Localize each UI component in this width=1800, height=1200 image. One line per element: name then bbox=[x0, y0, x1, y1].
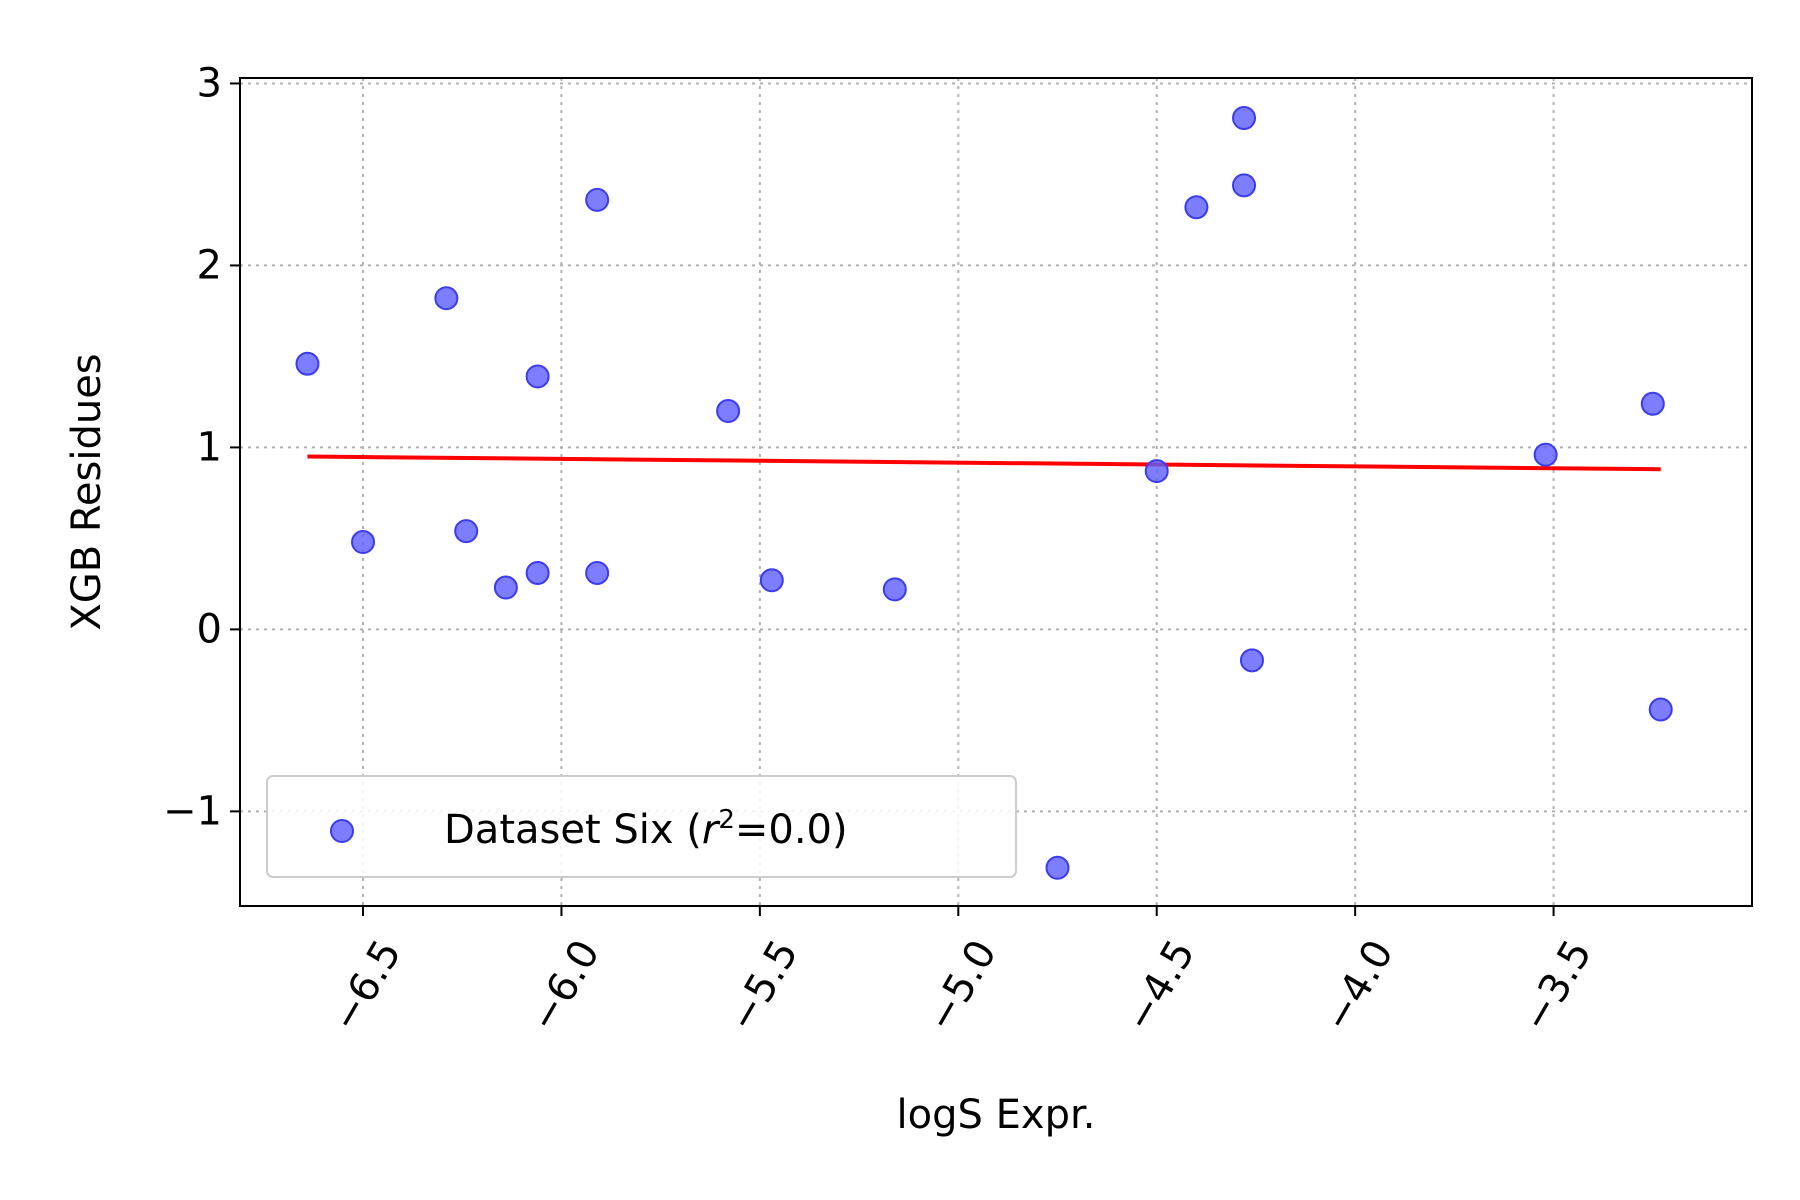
legend-label-suffix: =0.0) bbox=[735, 807, 848, 853]
legend-box bbox=[266, 775, 1017, 878]
data-point bbox=[434, 286, 459, 311]
y-axis-ticks: −1 0 1 2 3 bbox=[163, 60, 240, 834]
x-axis-label: logS Expr. bbox=[897, 1092, 1096, 1138]
y-tick-label: −1 bbox=[163, 788, 222, 834]
data-point bbox=[1184, 195, 1209, 220]
legend-label-sup: 2 bbox=[718, 805, 735, 835]
data-point bbox=[525, 364, 550, 389]
data-point bbox=[1533, 442, 1558, 467]
legend-label: Dataset Six (r2=0.0) bbox=[444, 805, 848, 853]
x-tick-label: −6.5 bbox=[322, 932, 410, 1039]
grid bbox=[240, 78, 1752, 906]
data-point bbox=[295, 351, 320, 376]
data-point bbox=[759, 568, 784, 593]
data-point bbox=[716, 399, 741, 424]
data-point bbox=[1640, 391, 1665, 416]
data-point bbox=[1239, 648, 1264, 673]
x-tick-label: −6.0 bbox=[521, 932, 609, 1039]
y-tick-label: 2 bbox=[197, 242, 222, 288]
fit-line-group bbox=[307, 454, 1661, 472]
data-point bbox=[1232, 106, 1257, 131]
data-point bbox=[1648, 697, 1673, 722]
fit-line bbox=[307, 454, 1661, 472]
x-tick-label: −5.0 bbox=[917, 932, 1005, 1039]
legend-marker bbox=[330, 819, 354, 843]
data-points bbox=[295, 106, 1673, 880]
y-tick-label: 0 bbox=[197, 606, 222, 652]
legend-label-prefix: Dataset Six ( bbox=[444, 807, 702, 853]
x-tick-label: −4.5 bbox=[1116, 932, 1204, 1039]
data-point bbox=[585, 560, 610, 585]
y-axis-label: XGB Residues bbox=[64, 353, 110, 630]
data-point bbox=[585, 187, 610, 212]
x-axis-ticks: −6.5 −6.0 −5.5 −5.0 −4.5 −4.0 −3.5 bbox=[322, 906, 1601, 1040]
legend-label-var: r bbox=[702, 807, 721, 853]
data-point bbox=[454, 519, 479, 544]
data-point bbox=[1232, 173, 1257, 198]
y-tick-label: 1 bbox=[197, 424, 222, 470]
data-point bbox=[525, 560, 550, 585]
x-tick-label: −3.5 bbox=[1513, 932, 1601, 1039]
y-tick-label: 3 bbox=[197, 60, 222, 106]
plot-frame bbox=[239, 77, 1753, 907]
data-point bbox=[351, 530, 376, 555]
data-point bbox=[1144, 459, 1169, 484]
data-point bbox=[493, 575, 518, 600]
x-tick-label: −5.5 bbox=[719, 932, 807, 1039]
data-point bbox=[882, 577, 907, 602]
x-tick-label: −4.0 bbox=[1314, 932, 1402, 1039]
legend: Dataset Six (r2=0.0) bbox=[266, 775, 1017, 878]
data-point bbox=[1045, 855, 1070, 880]
